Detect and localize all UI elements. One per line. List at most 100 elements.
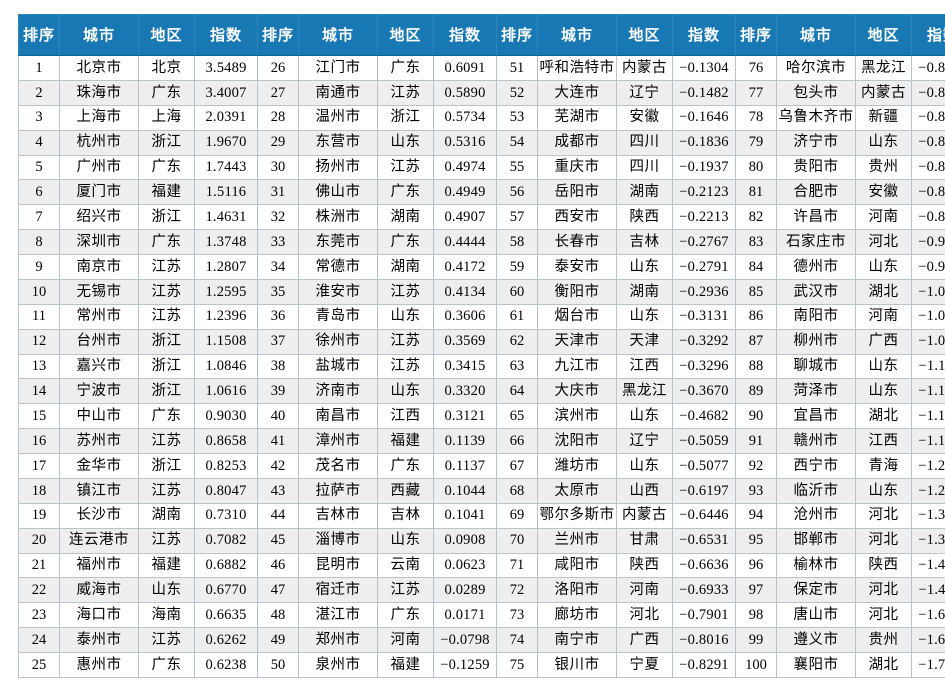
cell-index: 1.9670 bbox=[194, 129, 258, 156]
cell-city: 厦门市 bbox=[59, 179, 139, 206]
column-header-index-group-1[interactable]: 指数 bbox=[194, 14, 258, 56]
cell-city: 西安市 bbox=[537, 204, 617, 231]
column-header-index-group-2[interactable]: 指数 bbox=[433, 14, 497, 56]
cell-city: 南昌市 bbox=[298, 403, 378, 430]
column-header-region-group-1[interactable]: 地区 bbox=[138, 14, 195, 56]
cell-region: 黑龙江 bbox=[616, 378, 673, 405]
column-header-city-group-4[interactable]: 城市 bbox=[776, 14, 856, 56]
cell-region: 河北 bbox=[855, 577, 912, 604]
table-row[interactable]: 21 福州市 福建 0.6882 46 昆明市 云南 0.0623 71 咸阳市 陕西 −0.6636… bbox=[18, 552, 945, 579]
cell-rank: 8 bbox=[18, 229, 60, 255]
cell-city: 宜昌市 bbox=[776, 403, 856, 430]
table-row[interactable]: 18 镇江市 江苏 0.8047 43 拉萨市 西藏 0.1044 68 太原市 山西 −0.6197… bbox=[18, 477, 945, 504]
cell-region: 浙江 bbox=[138, 204, 195, 231]
table-row[interactable]: 13 嘉兴市 浙江 1.0846 38 盐城市 江苏 0.3415 63 九江市 江西 −0.3296… bbox=[18, 353, 945, 380]
table-row[interactable]: 9 南京市 江苏 1.2807 34 常德市 湖南 0.4172 59 泰安市 山东 −0.2791 8… bbox=[18, 254, 945, 280]
cell-index: −1.3207 bbox=[911, 502, 945, 529]
cell-region: 北京 bbox=[138, 55, 195, 81]
cell-region: 江西 bbox=[377, 403, 434, 430]
table-row[interactable]: 12 台州市 浙江 1.1508 37 徐州市 江苏 0.3569 62 天津市 天津 −0.3292… bbox=[18, 328, 945, 355]
column-header-region-group-4[interactable]: 地区 bbox=[855, 14, 912, 56]
cell-region: 广东 bbox=[377, 55, 434, 81]
column-header-region-group-3[interactable]: 地区 bbox=[616, 14, 673, 56]
table-row[interactable]: 11 常州市 江苏 1.2396 36 青岛市 山东 0.3606 61 烟台市 山东 −0.3131… bbox=[18, 303, 945, 330]
cell-index: −0.9655 bbox=[911, 254, 945, 280]
cell-rank: 7 bbox=[18, 204, 60, 231]
cell-rank: 56 bbox=[496, 179, 538, 206]
cell-city: 潍坊市 bbox=[537, 453, 617, 479]
cell-city: 茂名市 bbox=[298, 453, 378, 479]
cell-city: 聊城市 bbox=[776, 353, 856, 380]
table-row[interactable]: 17 金华市 浙江 0.8253 42 茂名市 广东 0.1137 67 潍坊市 山东 −0.5077… bbox=[18, 453, 945, 479]
cell-index: 0.0171 bbox=[433, 602, 497, 629]
table-row[interactable]: 5 广州市 广东 1.7443 30 扬州市 江苏 0.4974 55 重庆市 四川 −0.1937 8… bbox=[18, 154, 945, 181]
cell-region: 广东 bbox=[138, 154, 195, 181]
cell-rank: 3 bbox=[18, 104, 60, 131]
table-row[interactable]: 22 威海市 山东 0.6770 47 宿迁市 江苏 0.0289 72 洛阳市 河南 −0.6933… bbox=[18, 577, 945, 604]
cell-region: 河北 bbox=[855, 602, 912, 629]
table-row[interactable]: 23 海口市 海南 0.6635 48 湛江市 广东 0.0171 73 廊坊市 河北 −0.7901… bbox=[18, 602, 945, 629]
table-row[interactable]: 8 深圳市 广东 1.3748 33 东莞市 广东 0.4444 58 长春市 吉林 −0.2767 8… bbox=[18, 229, 945, 255]
column-header-rank-group-2[interactable]: 排序 bbox=[257, 14, 299, 56]
cell-rank: 53 bbox=[496, 104, 538, 131]
table-row[interactable]: 6 厦门市 福建 1.5116 31 佛山市 广东 0.4949 56 岳阳市 湖南 −0.2123 8… bbox=[18, 179, 945, 206]
column-header-city-group-3[interactable]: 城市 bbox=[537, 14, 617, 56]
table-row[interactable]: 7 绍兴市 浙江 1.4631 32 株洲市 湖南 0.4907 57 西安市 陕西 −0.2213 8… bbox=[18, 204, 945, 231]
table-row[interactable]: 4 杭州市 浙江 1.9670 29 东营市 山东 0.5316 54 成都市 四川 −0.1836 7… bbox=[18, 129, 945, 156]
table-row[interactable]: 15 中山市 广东 0.9030 40 南昌市 江西 0.3121 65 滨州市 山东 −0.4682… bbox=[18, 403, 945, 430]
column-header-index-group-3[interactable]: 指数 bbox=[672, 14, 736, 56]
cell-index: 1.5116 bbox=[194, 179, 258, 206]
cell-region: 湖南 bbox=[616, 179, 673, 206]
cell-index: −0.8393 bbox=[911, 55, 945, 81]
table-row[interactable]: 14 宁波市 浙江 1.0616 39 济南市 山东 0.3320 64 大庆市 黑龙江 −0.367… bbox=[18, 378, 945, 405]
table-row[interactable]: 3 上海市 上海 2.0391 28 温州市 浙江 0.5734 53 芜湖市 安徽 −0.1646 7… bbox=[18, 104, 945, 131]
cell-index: −0.8822 bbox=[911, 129, 945, 156]
cell-index: 0.8658 bbox=[194, 428, 258, 454]
column-header-index-group-4[interactable]: 指数 bbox=[911, 14, 945, 56]
table-row[interactable]: 25 惠州市 广东 0.6238 50 泉州市 福建 −0.1259 75 银川市 宁夏 −0.829… bbox=[18, 652, 945, 678]
cell-city: 重庆市 bbox=[537, 154, 617, 181]
cell-index: 0.6238 bbox=[194, 652, 258, 678]
column-header-rank-group-3[interactable]: 排序 bbox=[496, 14, 538, 56]
cell-index: 0.5316 bbox=[433, 129, 497, 156]
cell-city: 成都市 bbox=[537, 129, 617, 156]
cell-rank: 72 bbox=[496, 577, 538, 604]
cell-region: 上海 bbox=[138, 104, 195, 131]
cell-region: 陕西 bbox=[855, 552, 912, 579]
cell-city: 包头市 bbox=[776, 79, 856, 106]
cell-city: 上海市 bbox=[59, 104, 139, 131]
cell-index: −0.1836 bbox=[672, 129, 736, 156]
cell-rank: 49 bbox=[257, 627, 299, 653]
cell-rank: 25 bbox=[18, 652, 60, 678]
column-header-region-group-2[interactable]: 地区 bbox=[377, 14, 434, 56]
cell-rank: 79 bbox=[735, 129, 777, 156]
table-row[interactable]: 10 无锡市 江苏 1.2595 35 淮安市 江苏 0.4134 60 衡阳市 湖南 −0.2936… bbox=[18, 278, 945, 305]
cell-index: 0.5890 bbox=[433, 79, 497, 106]
cell-rank: 62 bbox=[496, 328, 538, 355]
table-row[interactable]: 19 长沙市 湖南 0.7310 44 吉林市 吉林 0.1041 69 鄂尔多斯市 内蒙古 −0.6… bbox=[18, 502, 945, 529]
table-row[interactable]: 20 连云港市 江苏 0.7082 45 淄博市 山东 0.0908 70 兰州市 甘肃 −0.653… bbox=[18, 527, 945, 554]
table-row[interactable]: 2 珠海市 广东 3.4007 27 南通市 江苏 0.5890 52 大连市 辽宁 −0.1482 7… bbox=[18, 79, 945, 106]
cell-city: 淄博市 bbox=[298, 527, 378, 554]
cell-rank: 22 bbox=[18, 577, 60, 604]
cell-index: −1.0569 bbox=[911, 278, 945, 305]
cell-city: 镇江市 bbox=[59, 477, 139, 504]
column-header-city-group-1[interactable]: 城市 bbox=[59, 14, 139, 56]
column-header-rank-group-1[interactable]: 排序 bbox=[18, 14, 60, 56]
cell-rank: 91 bbox=[735, 428, 777, 454]
cell-rank: 35 bbox=[257, 278, 299, 305]
table-row[interactable]: 24 泰州市 江苏 0.6262 49 郑州市 河南 −0.0798 74 南宁市 广西 −0.801… bbox=[18, 627, 945, 653]
cell-city: 绍兴市 bbox=[59, 204, 139, 231]
column-header-rank-group-4[interactable]: 排序 bbox=[735, 14, 777, 56]
cell-rank: 65 bbox=[496, 403, 538, 430]
column-header-city-group-2[interactable]: 城市 bbox=[298, 14, 378, 56]
table-row[interactable]: 16 苏州市 江苏 0.8658 41 漳州市 福建 0.1139 66 沈阳市 辽宁 −0.5059… bbox=[18, 428, 945, 454]
cell-rank: 63 bbox=[496, 353, 538, 380]
table-row[interactable]: 1 北京市 北京 3.5489 26 江门市 广东 0.6091 51 呼和浩特市 内蒙古 −0.13… bbox=[18, 55, 945, 81]
cell-region: 广东 bbox=[377, 602, 434, 629]
cell-index: −1.1379 bbox=[911, 403, 945, 430]
cell-index: −0.2213 bbox=[672, 204, 736, 231]
cell-rank: 77 bbox=[735, 79, 777, 106]
cell-city: 长沙市 bbox=[59, 502, 139, 529]
cell-rank: 47 bbox=[257, 577, 299, 604]
